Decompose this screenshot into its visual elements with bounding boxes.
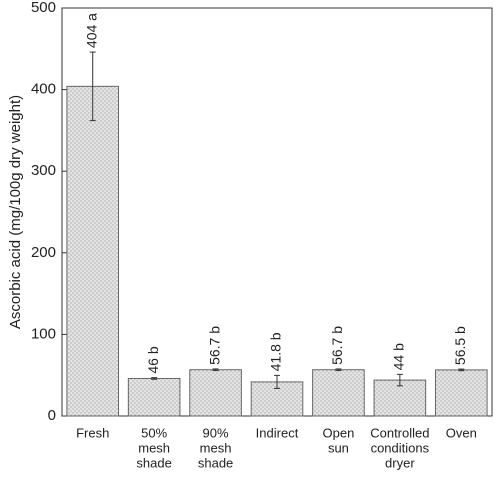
value-label: 41.8 b: [268, 332, 284, 371]
value-label: 56.7 b: [329, 326, 345, 365]
x-tick-label: shade: [198, 455, 233, 470]
x-tick-label: shade: [136, 455, 171, 470]
x-tick-label: Open: [323, 425, 355, 440]
y-tick-label: 500: [31, 0, 56, 16]
x-tick-label: Fresh: [76, 425, 109, 440]
y-tick-label: 400: [31, 81, 56, 98]
x-tick-label: dryer: [385, 455, 415, 470]
x-tick-label: sun: [328, 440, 349, 455]
value-label: 44 b: [391, 343, 407, 370]
x-tick-label: Controlled: [370, 425, 429, 440]
value-label: 404 a: [83, 13, 99, 48]
bar: [127, 377, 181, 417]
x-tick-label: 50%: [141, 425, 167, 440]
bar: [434, 369, 488, 417]
value-label: 56.7 b: [206, 326, 222, 365]
bar: [189, 369, 242, 417]
bar: [312, 369, 365, 417]
bar: [66, 85, 120, 417]
x-tick-label: conditions: [371, 440, 430, 455]
y-tick-label: 100: [31, 325, 56, 342]
x-tick-label: 90%: [203, 425, 229, 440]
y-tick-label: 300: [31, 162, 56, 179]
x-tick-label: Indirect: [256, 425, 299, 440]
x-tick-label: Oven: [446, 425, 477, 440]
y-tick-label: 0: [48, 407, 56, 424]
value-label: 56.5 b: [452, 326, 468, 365]
y-axis-title: Ascorbic acid (mg/100g dry weight): [7, 95, 24, 329]
y-tick-label: 200: [31, 244, 56, 261]
x-tick-label: mesh: [138, 440, 170, 455]
value-label: 46 b: [145, 346, 161, 373]
x-tick-label: mesh: [200, 440, 232, 455]
